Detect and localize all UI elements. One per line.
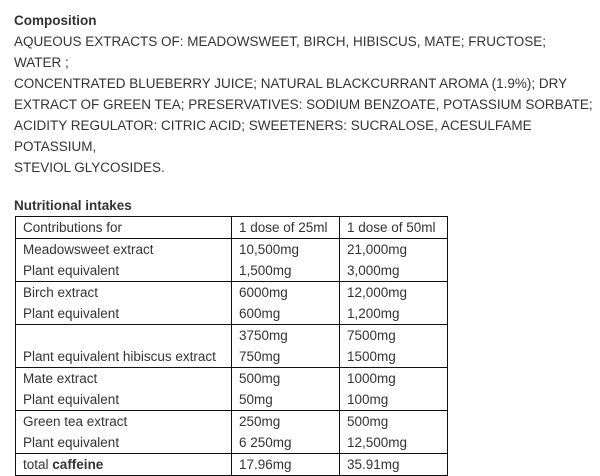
cell-line: 3,000mg: [347, 263, 400, 278]
cell-line: Green tea extract: [23, 414, 128, 429]
cell-line: Plant equivalent: [23, 306, 120, 321]
header-cell: Contributions for: [15, 216, 232, 239]
cell-line: Plant equivalent hibiscus extract: [23, 349, 216, 364]
nutrition-heading: Nutritional intakes: [14, 198, 132, 213]
table-header-row: Contributions for 1 dose of 25ml 1 dose …: [15, 216, 448, 239]
table-row: Mate extract Plant equivalent 500mg 50mg 100…: [15, 367, 448, 411]
cell-line: 50mg: [239, 392, 273, 407]
cell-line: 6000mg: [239, 285, 288, 300]
cell-line: 500mg: [239, 371, 281, 386]
table-cell-dose50: 21,000mg 3,000mg: [339, 238, 448, 282]
table-cell-label: Birch extract Plant equivalent: [15, 281, 232, 325]
table-cell-label: Meadowsweet extract Plant equivalent: [15, 238, 232, 282]
table-cell-dose50: 500mg 12,500mg: [339, 410, 448, 454]
table-cell-dose25: 6000mg 600mg: [231, 281, 340, 325]
table-cell-dose50: 1000mg 100mg: [339, 367, 448, 411]
composition-line: CONCENTRATED BLUEBERRY JUICE; NATURAL BL…: [14, 76, 568, 91]
cell-line: 6 250mg: [239, 435, 292, 450]
table-cell-label: Plant equivalent hibiscus extract: [15, 324, 232, 368]
cell-line: 750mg: [239, 349, 281, 364]
composition-line: EXTRACT OF GREEN TEA; PRESERVATIVES: SOD…: [14, 97, 593, 112]
total-dose25: 17.96mg: [231, 453, 340, 476]
cell-line: 500mg: [347, 414, 389, 429]
table-cell-dose25: 500mg 50mg: [231, 367, 340, 411]
product-info: Composition AQUEOUS EXTRACTS OF: MEADOWS…: [14, 10, 594, 476]
cell-line: 1000mg: [347, 371, 396, 386]
cell-line: 250mg: [239, 414, 281, 429]
cell-line: 10,500mg: [239, 242, 300, 257]
cell-line: 1,500mg: [239, 263, 292, 278]
table-cell-dose25: 10,500mg 1,500mg: [231, 238, 340, 282]
cell-line: 1500mg: [347, 349, 396, 364]
cell-line: 12,500mg: [347, 435, 408, 450]
total-label: total caffeine: [15, 453, 232, 476]
cell-line: Plant equivalent: [23, 435, 120, 450]
total-dose50: 35.91mg: [339, 453, 448, 476]
header-cell: 1 dose of 50ml: [339, 216, 448, 239]
composition-heading: Composition: [14, 13, 97, 28]
table-cell-label: Green tea extract Plant equivalent: [15, 410, 232, 454]
cell-line: 3750mg: [239, 328, 288, 343]
cell-line: 1,200mg: [347, 306, 400, 321]
nutrition-table: Contributions for 1 dose of 25ml 1 dose …: [15, 216, 448, 476]
cell-line: Birch extract: [23, 285, 99, 300]
composition-line: AQUEOUS EXTRACTS OF: MEADOWSWEET, BIRCH,…: [14, 34, 547, 70]
composition-line: ACIDITY REGULATOR: CITRIC ACID; SWEETENE…: [14, 118, 532, 154]
table-cell-dose25: 3750mg 750mg: [231, 324, 340, 368]
total-prefix: total: [23, 457, 49, 472]
total-bold: caffeine: [52, 457, 104, 472]
composition-line: STEVIOL GLYCOSIDES.: [14, 160, 165, 175]
table-row: Birch extract Plant equivalent 6000mg 600mg…: [15, 281, 448, 325]
cell-line: Plant equivalent: [23, 392, 120, 407]
table-row: Meadowsweet extract Plant equivalent 10,50…: [15, 238, 448, 282]
table-cell-dose25: 250mg 6 250mg: [231, 410, 340, 454]
cell-line: 21,000mg: [347, 242, 408, 257]
table-cell-dose50: 7500mg 1500mg: [339, 324, 448, 368]
cell-line: [23, 325, 224, 346]
cell-line: Meadowsweet extract: [23, 242, 154, 257]
composition-text: AQUEOUS EXTRACTS OF: MEADOWSWEET, BIRCH,…: [14, 31, 594, 178]
table-row: Green tea extract Plant equivalent 250mg 6 …: [15, 410, 448, 454]
cell-line: 12,000mg: [347, 285, 408, 300]
header-cell: 1 dose of 25ml: [231, 216, 340, 239]
table-row: Plant equivalent hibiscus extract 3750mg 7…: [15, 324, 448, 368]
total-row: total caffeine 17.96mg 35.91mg: [15, 453, 448, 476]
cell-line: Mate extract: [23, 371, 98, 386]
cell-line: 7500mg: [347, 328, 396, 343]
cell-line: 100mg: [347, 392, 389, 407]
table-cell-label: Mate extract Plant equivalent: [15, 367, 232, 411]
table-cell-dose50: 12,000mg 1,200mg: [339, 281, 448, 325]
cell-line: Plant equivalent: [23, 263, 120, 278]
cell-line: 600mg: [239, 306, 281, 321]
